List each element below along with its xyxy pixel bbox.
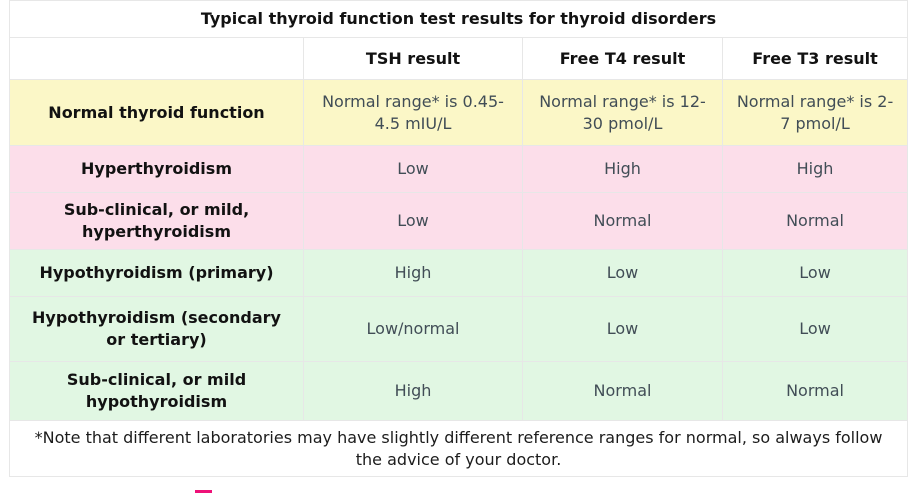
free-t3-value: Normal (721, 361, 909, 421)
tsh-value: Low (303, 192, 523, 250)
free-t3-value: Normal (721, 192, 909, 250)
column-header-tsh: TSH result (303, 37, 523, 80)
free-t3-value: Normal range* is 2-7 pmol/L (721, 79, 909, 146)
free-t4-value: Low (522, 296, 723, 362)
thyroid-results-table-container: Typical thyroid function test results fo… (8, 0, 909, 477)
table-footnote-row: *Note that different laboratories may ha… (8, 420, 909, 477)
table-title: Typical thyroid function test results fo… (8, 0, 909, 38)
table-row-hyperthyroidism: Hyperthyroidism Low High High (9, 145, 909, 193)
table-row-hypothyroidism-primary: Hypothyroidism (primary) High Low Low (9, 249, 909, 297)
row-label: Sub-clinical, or mild, hyperthyroidism (9, 192, 304, 250)
table-title-row: Typical thyroid function test results fo… (8, 0, 909, 38)
tsh-value: High (303, 249, 523, 297)
column-header-free-t3: Free T3 result (721, 37, 909, 80)
table-row-normal-function: Normal thyroid function Normal range* is… (9, 79, 909, 146)
tsh-value: Normal range* is 0.45-4.5 mIU/L (303, 79, 523, 146)
free-t4-value: Normal (522, 361, 723, 421)
row-label: Sub-clinical, or mild hypothyroidism (9, 361, 304, 421)
table-header-row: TSH result Free T4 result Free T3 result (9, 37, 909, 80)
row-label: Normal thyroid function (9, 79, 304, 146)
tsh-value: Low/normal (303, 296, 523, 362)
column-header-empty (9, 37, 304, 80)
free-t4-value: Normal (522, 192, 723, 250)
column-header-free-t4: Free T4 result (522, 37, 723, 80)
free-t3-value: Low (721, 296, 909, 362)
row-label: Hypothyroidism (secondary or tertiary) (9, 296, 304, 362)
table-row-subclinical-hypothyroidism: Sub-clinical, or mild hypothyroidism Hig… (9, 361, 909, 421)
row-label: Hypothyroidism (primary) (9, 249, 304, 297)
tsh-value: High (303, 361, 523, 421)
pink-dash-mark (195, 490, 212, 493)
free-t4-value: Normal range* is 12-30 pmol/L (522, 79, 723, 146)
free-t3-value: Low (721, 249, 909, 297)
free-t4-value: High (522, 145, 723, 193)
tsh-value: Low (303, 145, 523, 193)
free-t3-value: High (721, 145, 909, 193)
row-label: Hyperthyroidism (9, 145, 304, 193)
table-row-hypothyroidism-secondary: Hypothyroidism (secondary or tertiary) L… (9, 296, 909, 362)
footnote-text: *Note that different laboratories may ha… (8, 420, 909, 477)
thyroid-results-table: Typical thyroid function test results fo… (8, 0, 909, 477)
free-t4-value: Low (522, 249, 723, 297)
table-row-subclinical-hyperthyroidism: Sub-clinical, or mild, hyperthyroidism L… (9, 192, 909, 250)
